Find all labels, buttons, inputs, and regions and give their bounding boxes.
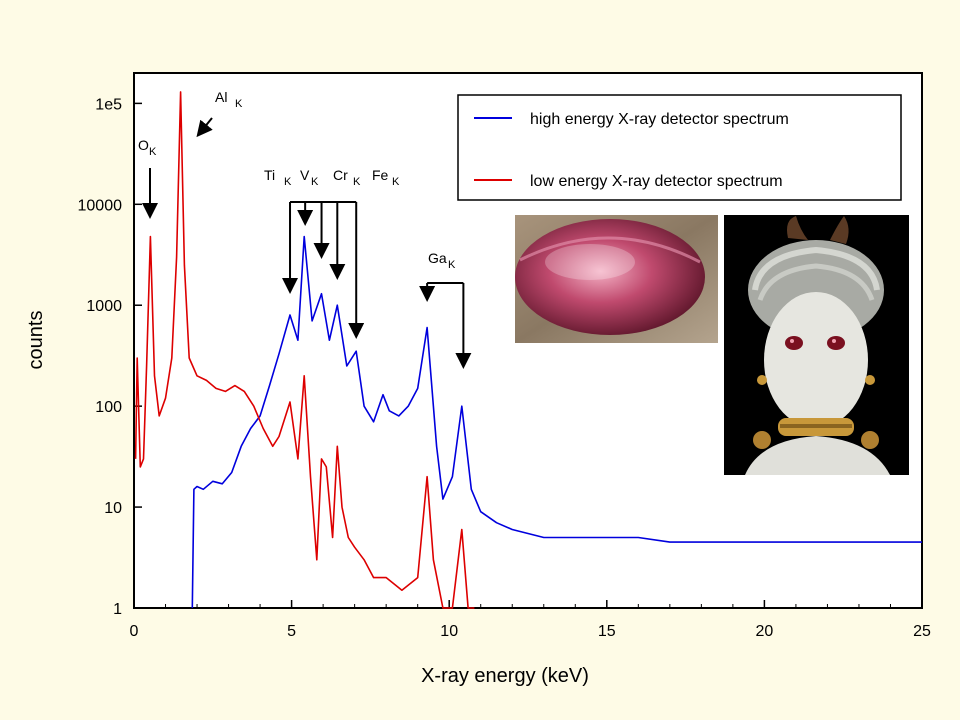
arrow-al-k (196, 117, 213, 138)
x-tick-label: 15 (598, 623, 616, 640)
peak-label-ga: Ga (428, 250, 447, 266)
series-high-energy-line (191, 235, 922, 609)
peak-label-subscript: K (448, 259, 456, 271)
peak-label-subscript: K (392, 176, 400, 188)
y-tick-label: 10000 (78, 197, 123, 214)
legend-label-low-energy: low energy X-ray detector spectrum (530, 173, 783, 190)
peak-label-fe: Fe (372, 167, 389, 183)
gem-eye-photo (515, 215, 718, 343)
x-tick-label: 5 (287, 623, 296, 640)
peak-label-subscript: K (235, 98, 243, 110)
axis-ticks: 0 5 10 15 20 25 1 10 100 1000 10000 1e5 (78, 96, 932, 640)
legend-label-high-energy: high energy X-ray detector spectrum (530, 111, 789, 128)
peak-label-cr: Cr (333, 167, 348, 183)
y-axis-title: counts (25, 311, 47, 370)
peak-label-v: V (300, 167, 310, 183)
legend: high energy X-ray detector spectrum low … (457, 94, 902, 201)
x-tick-label: 25 (913, 623, 931, 640)
x-tick-label: 10 (440, 623, 458, 640)
series-layer (134, 91, 922, 609)
legend-box (457, 94, 902, 201)
peak-label-subscript: K (311, 176, 319, 188)
x-tick-label: 0 (130, 623, 139, 640)
series-low-energy-line (134, 91, 475, 609)
x-tick-label: 20 (756, 623, 774, 640)
y-tick-label: 100 (95, 399, 122, 416)
peak-label-ti: Ti (264, 167, 275, 183)
peak-label-subscript: K (149, 146, 157, 158)
y-tick-label: 10 (104, 500, 122, 517)
statuette-photo (724, 215, 909, 475)
peak-label-subscript: K (284, 176, 292, 188)
y-tick-label: 1e5 (95, 96, 122, 113)
peak-label-o: O (138, 137, 149, 153)
y-tick-label: 1 (113, 601, 122, 618)
y-tick-label: 1000 (86, 298, 122, 315)
peak-label-subscript: K (353, 176, 361, 188)
x-axis-title: X-ray energy (keV) (421, 665, 589, 687)
peak-label-al: Al (215, 89, 227, 105)
annotations: O KAl KTi K V K Cr K Fe KGa K (138, 89, 472, 369)
